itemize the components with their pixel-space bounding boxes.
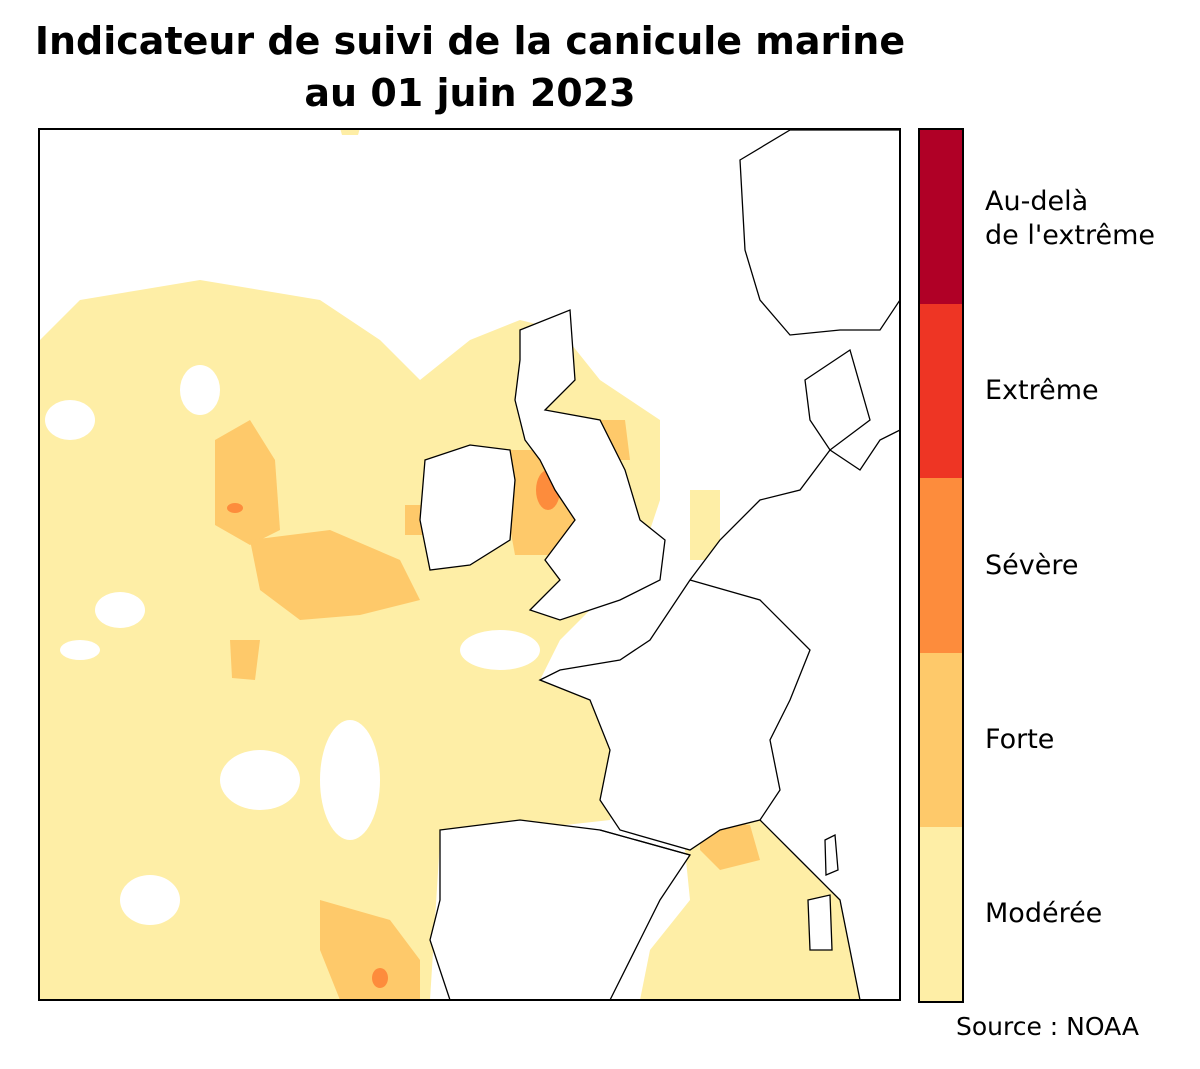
colorbar-strong: [920, 652, 962, 827]
iberia: [429, 819, 692, 1000]
land-masses: [419, 129, 900, 1000]
corsica: [824, 833, 839, 876]
great-britain: [514, 309, 666, 621]
scandinavia: [739, 129, 900, 336]
denmark: [804, 348, 871, 451]
colorbar-severe: [920, 478, 962, 653]
border-france: [689, 579, 811, 821]
legend-label-strong: Forte: [985, 724, 1055, 755]
continental-europe: [538, 429, 900, 1000]
legend-label-beyond-extreme: Au-delà de l'extrême: [985, 185, 1155, 253]
map-frame: [38, 128, 901, 1001]
border-iberia: [599, 829, 691, 856]
legend-label-line2: de l'extrême: [985, 220, 1155, 251]
legend-label-moderate: Modérée: [985, 898, 1103, 929]
colorbar: [918, 128, 964, 1003]
legend-label-line1: Au-delà: [985, 186, 1089, 217]
colorbar-moderate: [920, 826, 962, 1002]
sardinia: [807, 894, 833, 951]
unaffected-ocean-patches: [45, 365, 540, 925]
ireland: [419, 444, 516, 571]
legend-label-severe: Sévère: [985, 550, 1079, 581]
colorbar-extreme: [920, 304, 962, 479]
strong-zone: [215, 420, 760, 1000]
legend-label-extreme: Extrême: [985, 375, 1099, 406]
source-credit: Source : NOAA: [956, 1012, 1140, 1041]
colorbar-beyond-extreme: [920, 130, 962, 305]
map-title: Indicateur de suivi de la canicule marin…: [34, 19, 906, 63]
map-subtitle-date: au 01 juin 2023: [304, 71, 636, 115]
